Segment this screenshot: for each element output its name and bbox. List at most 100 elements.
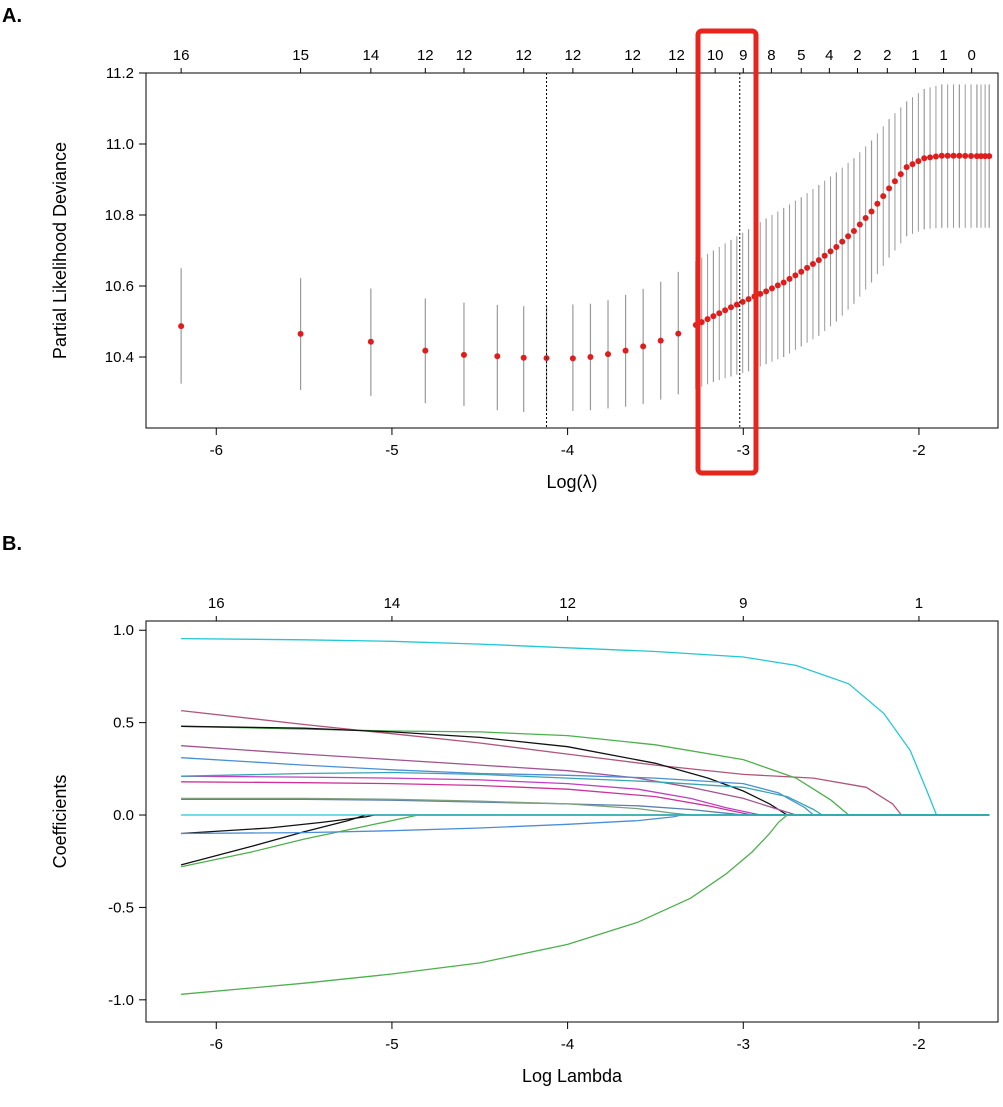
b-top-count-label: 14 — [384, 595, 401, 612]
a-top-count-label: 5 — [797, 47, 805, 64]
a-top-count-label: 16 — [173, 47, 190, 64]
coefficient-path — [181, 814, 990, 995]
b-y-axis-label: Coefficients — [50, 775, 70, 869]
coefficient-path — [181, 771, 990, 816]
deviance-point — [722, 307, 729, 314]
a-top-count-label: 9 — [739, 47, 747, 64]
deviance-point — [804, 264, 811, 271]
deviance-point — [868, 208, 875, 215]
deviance-point — [833, 243, 840, 250]
a-top-count-label: 12 — [515, 47, 532, 64]
a-top-count-label: 12 — [565, 47, 582, 64]
deviance-point — [675, 330, 682, 337]
coefficient-path — [181, 709, 990, 816]
deviance-point — [178, 323, 185, 330]
deviance-point — [657, 337, 664, 344]
a-x-tick-label: -2 — [912, 442, 925, 459]
a-top-count-label: 10 — [707, 47, 724, 64]
deviance-point — [704, 316, 711, 323]
deviance-point — [950, 152, 957, 159]
deviance-point — [909, 161, 916, 168]
a-plot-frame — [145, 72, 999, 429]
a-top-count-label: 1 — [939, 47, 947, 64]
b-top-count-label: 12 — [559, 595, 576, 612]
deviance-point — [733, 301, 740, 308]
coefficient-path — [181, 725, 990, 816]
deviance-point — [845, 233, 852, 240]
deviance-point — [956, 152, 963, 159]
b-top-count-label: 9 — [739, 595, 747, 612]
b-x-tick-label: -6 — [210, 1036, 223, 1053]
deviance-point — [587, 354, 594, 360]
b-y-tick-label: -1.0 — [108, 992, 134, 1009]
deviance-point — [716, 310, 723, 317]
deviance-point — [944, 152, 951, 159]
deviance-point — [903, 164, 910, 171]
a-top-count-label: 1 — [911, 47, 919, 64]
deviance-point — [862, 214, 869, 221]
deviance-point — [915, 158, 922, 165]
deviance-point — [921, 155, 928, 162]
deviance-point — [745, 296, 752, 303]
a-top-count-label: 12 — [668, 47, 685, 64]
a-top-count-label: 12 — [624, 47, 641, 64]
a-top-count-label: 14 — [363, 47, 380, 64]
cv-deviance-chart: -6 -5 -4 -3 -210.410.610.811.011.216 15 14 12 12… — [50, 28, 999, 492]
coefficient-path — [181, 781, 990, 816]
a-y-tick-label: 11.0 — [106, 136, 134, 153]
b-y-tick-label: 1.0 — [113, 622, 134, 639]
deviance-point — [986, 153, 993, 160]
deviance-point — [827, 248, 834, 255]
b-x-tick-label: -3 — [737, 1036, 750, 1053]
deviance-point — [856, 221, 863, 228]
a-x-tick-label: -5 — [385, 442, 398, 459]
a-top-count-label: 4 — [825, 47, 833, 64]
b-x-axis-label: Log Lambda — [522, 1066, 623, 1086]
b-plot-frame — [145, 620, 999, 1023]
deviance-point — [792, 272, 799, 279]
b-x-tick-label: -4 — [561, 1036, 574, 1053]
deviance-point — [938, 152, 945, 159]
a-y-tick-label: 10.4 — [105, 349, 134, 366]
coefficient-path — [181, 637, 990, 816]
deviance-point — [710, 313, 717, 320]
deviance-point — [763, 288, 770, 295]
deviance-point — [874, 200, 881, 207]
deviance-point — [821, 252, 828, 259]
a-y-tick-label: 10.8 — [105, 207, 134, 224]
deviance-point — [968, 152, 975, 159]
deviance-point — [891, 178, 898, 185]
deviance-point — [978, 153, 985, 160]
deviance-point — [640, 343, 647, 350]
b-top-count-label: 1 — [915, 595, 923, 612]
deviance-point — [297, 330, 304, 337]
deviance-point — [897, 171, 904, 178]
highlight-box — [695, 28, 759, 476]
deviance-point — [494, 353, 501, 360]
deviance-point — [886, 185, 893, 192]
deviance-point — [786, 275, 793, 282]
deviance-point — [809, 260, 816, 267]
coefficient-path — [181, 757, 990, 816]
a-x-tick-label: -6 — [210, 442, 223, 459]
b-y-tick-label: 0.0 — [113, 807, 134, 824]
a-x-axis-label: Log(λ) — [546, 472, 597, 492]
a-top-count-label: 12 — [417, 47, 434, 64]
a-y-tick-label: 10.6 — [105, 278, 134, 295]
a-x-tick-label: -4 — [561, 442, 574, 459]
panel-a-label: A. — [2, 5, 22, 27]
coefficient-path — [181, 797, 990, 816]
deviance-point — [739, 298, 746, 305]
a-top-count-label: 0 — [967, 47, 975, 64]
deviance-point — [927, 154, 934, 161]
deviance-point — [774, 282, 781, 289]
b-x-tick-label: -2 — [912, 1036, 925, 1053]
b-top-count-label: 16 — [208, 595, 225, 612]
a-top-count-label: 2 — [853, 47, 861, 64]
a-top-count-label: 2 — [883, 47, 891, 64]
deviance-point — [982, 153, 989, 160]
coefficient-path — [181, 725, 990, 816]
deviance-point — [815, 257, 822, 264]
a-y-tick-label: 11.2 — [106, 65, 134, 82]
